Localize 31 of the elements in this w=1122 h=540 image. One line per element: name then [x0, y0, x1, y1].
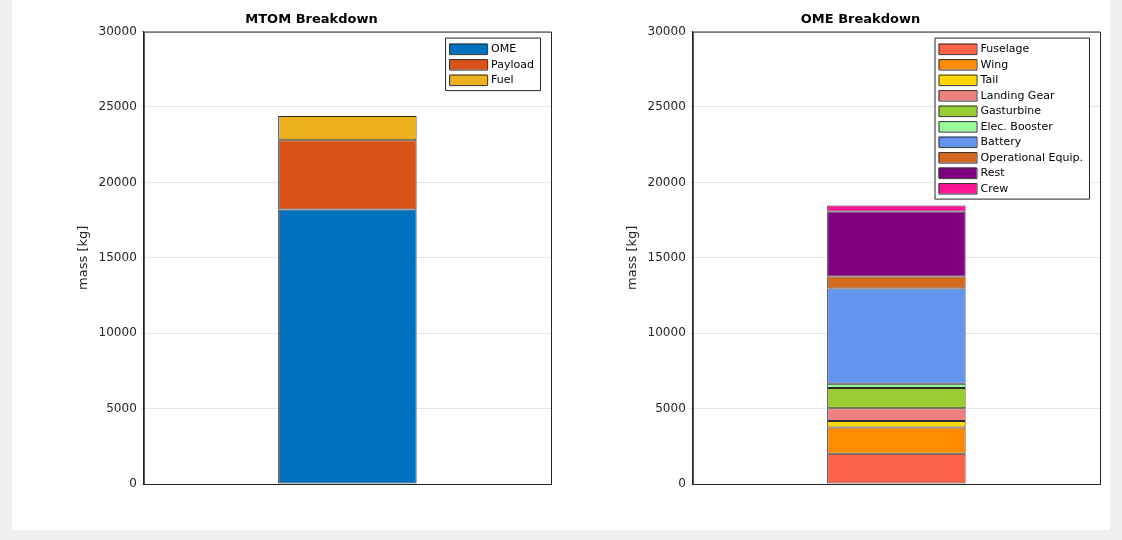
- legend-label: Elec. Booster: [980, 119, 1054, 133]
- legend-label: Fuselage: [980, 42, 1030, 56]
- y-tick-label: 5000: [106, 400, 137, 415]
- y-tick-label: 15000: [98, 249, 137, 264]
- chart-title: OME Breakdown: [800, 11, 921, 27]
- y-tick-label: 30000: [647, 23, 686, 38]
- legend-label: Rest: [980, 166, 1006, 180]
- legend-label: Battery: [980, 135, 1022, 149]
- y-tick-label: 20000: [98, 174, 137, 189]
- y-tick-label: 20000: [647, 174, 686, 189]
- y-axis-title: mass [kg]: [75, 225, 91, 290]
- y-tick-label: 15000: [647, 249, 686, 264]
- y-axis-title: mass [kg]: [624, 225, 640, 290]
- legend-label: Gasturbine: [980, 104, 1042, 118]
- y-tick-label: 0: [129, 476, 137, 491]
- legend-label: Tail: [979, 73, 999, 87]
- legend-label: Payload: [491, 57, 535, 71]
- y-tick-label: 10000: [98, 325, 137, 340]
- legend-label: Fuel: [491, 73, 514, 87]
- legend-label: Operational Equip.: [980, 150, 1084, 164]
- y-tick-label: 0: [678, 476, 686, 491]
- y-tick-label: 10000: [647, 325, 686, 340]
- y-tick-label: 25000: [98, 99, 137, 114]
- legend-label: Wing: [980, 57, 1009, 71]
- y-tick-label: 25000: [647, 99, 686, 114]
- legend-label: Crew: [980, 181, 1009, 195]
- y-tick-label: 5000: [655, 400, 686, 415]
- chart-title: MTOM Breakdown: [245, 11, 378, 27]
- legend-label: Landing Gear: [980, 88, 1055, 102]
- y-tick-label: 30000: [98, 23, 137, 38]
- legend-label: OME: [491, 42, 517, 56]
